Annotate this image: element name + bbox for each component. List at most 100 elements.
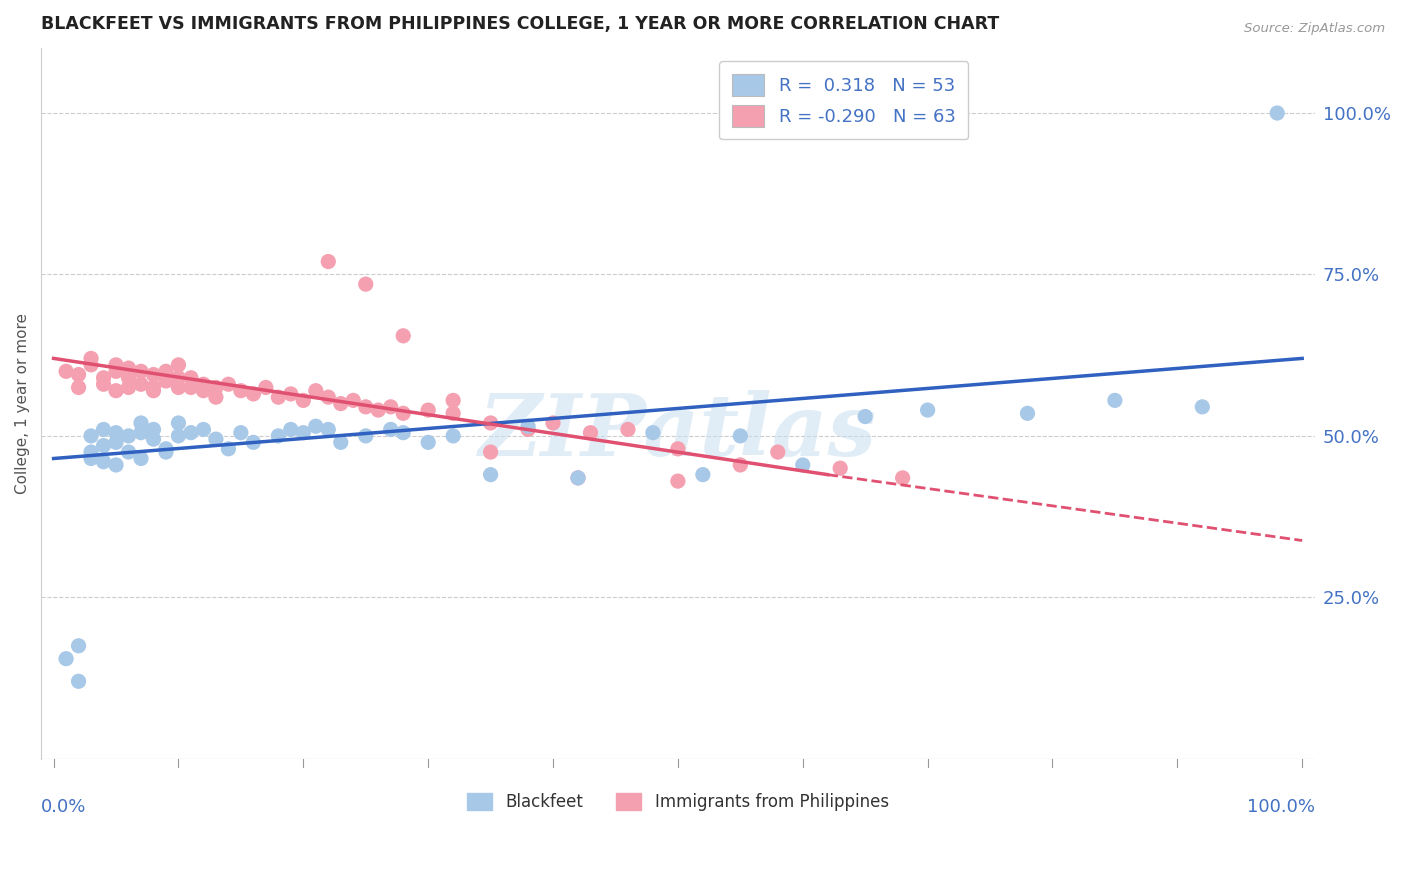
Point	[479, 416, 502, 430]
Legend: R =  0.318   N = 53, R = -0.290   N = 63: R = 0.318 N = 53, R = -0.290 N = 63	[718, 61, 969, 139]
Point	[155, 442, 177, 456]
Text: 0.0%: 0.0%	[41, 797, 87, 816]
Point	[392, 406, 415, 420]
Point	[567, 471, 589, 485]
Point	[305, 419, 328, 434]
Point	[766, 445, 789, 459]
Point	[316, 390, 339, 404]
Point	[105, 384, 128, 398]
Point	[380, 400, 402, 414]
Point	[342, 393, 364, 408]
Point	[292, 393, 315, 408]
Point	[205, 390, 228, 404]
Point	[567, 471, 589, 485]
Point	[205, 380, 228, 394]
Point	[117, 429, 139, 443]
Point	[229, 425, 252, 440]
Point	[254, 380, 277, 394]
Point	[367, 403, 389, 417]
Point	[354, 277, 377, 292]
Point	[80, 429, 103, 443]
Point	[205, 432, 228, 446]
Point	[541, 416, 564, 430]
Point	[129, 425, 152, 440]
Point	[217, 377, 239, 392]
Point	[193, 377, 215, 392]
Point	[479, 445, 502, 459]
Point	[67, 380, 90, 394]
Point	[418, 403, 440, 417]
Point	[129, 364, 152, 378]
Point	[80, 351, 103, 366]
Text: Source: ZipAtlas.com: Source: ZipAtlas.com	[1244, 22, 1385, 36]
Point	[329, 396, 352, 410]
Point	[93, 377, 115, 392]
Point	[853, 409, 876, 424]
Point	[1265, 106, 1288, 120]
Point	[1191, 400, 1213, 414]
Point	[167, 429, 190, 443]
Point	[142, 368, 165, 382]
Point	[354, 429, 377, 443]
Point	[67, 368, 90, 382]
Point	[517, 422, 540, 436]
Point	[1017, 406, 1039, 420]
Point	[692, 467, 714, 482]
Y-axis label: College, 1 year or more: College, 1 year or more	[15, 313, 30, 494]
Point	[666, 474, 689, 488]
Point	[105, 435, 128, 450]
Point	[418, 435, 440, 450]
Point	[292, 425, 315, 440]
Point	[1104, 393, 1126, 408]
Point	[730, 458, 752, 472]
Point	[441, 393, 464, 408]
Point	[917, 403, 939, 417]
Point	[242, 435, 264, 450]
Point	[316, 422, 339, 436]
Point	[80, 445, 103, 459]
Point	[93, 439, 115, 453]
Point	[329, 435, 352, 450]
Point	[305, 384, 328, 398]
Point	[666, 442, 689, 456]
Point	[830, 461, 852, 475]
Point	[641, 425, 664, 440]
Point	[105, 425, 128, 440]
Point	[517, 419, 540, 434]
Point	[117, 380, 139, 394]
Point	[80, 358, 103, 372]
Point	[792, 458, 814, 472]
Point	[267, 429, 290, 443]
Point	[155, 364, 177, 378]
Point	[180, 380, 202, 394]
Point	[142, 384, 165, 398]
Point	[67, 674, 90, 689]
Point	[105, 458, 128, 472]
Point	[267, 390, 290, 404]
Point	[93, 422, 115, 436]
Point	[167, 416, 190, 430]
Point	[730, 429, 752, 443]
Point	[229, 384, 252, 398]
Point	[167, 371, 190, 385]
Point	[354, 400, 377, 414]
Point	[55, 364, 77, 378]
Point	[67, 639, 90, 653]
Point	[479, 467, 502, 482]
Point	[891, 471, 914, 485]
Point	[441, 429, 464, 443]
Point	[155, 374, 177, 388]
Point	[55, 651, 77, 665]
Point	[316, 254, 339, 268]
Text: 100.0%: 100.0%	[1247, 797, 1315, 816]
Point	[167, 380, 190, 394]
Point	[193, 422, 215, 436]
Point	[142, 432, 165, 446]
Point	[117, 361, 139, 376]
Point	[129, 451, 152, 466]
Text: ZIPatlas: ZIPatlas	[479, 391, 877, 474]
Point	[280, 422, 302, 436]
Point	[117, 371, 139, 385]
Point	[117, 445, 139, 459]
Point	[129, 416, 152, 430]
